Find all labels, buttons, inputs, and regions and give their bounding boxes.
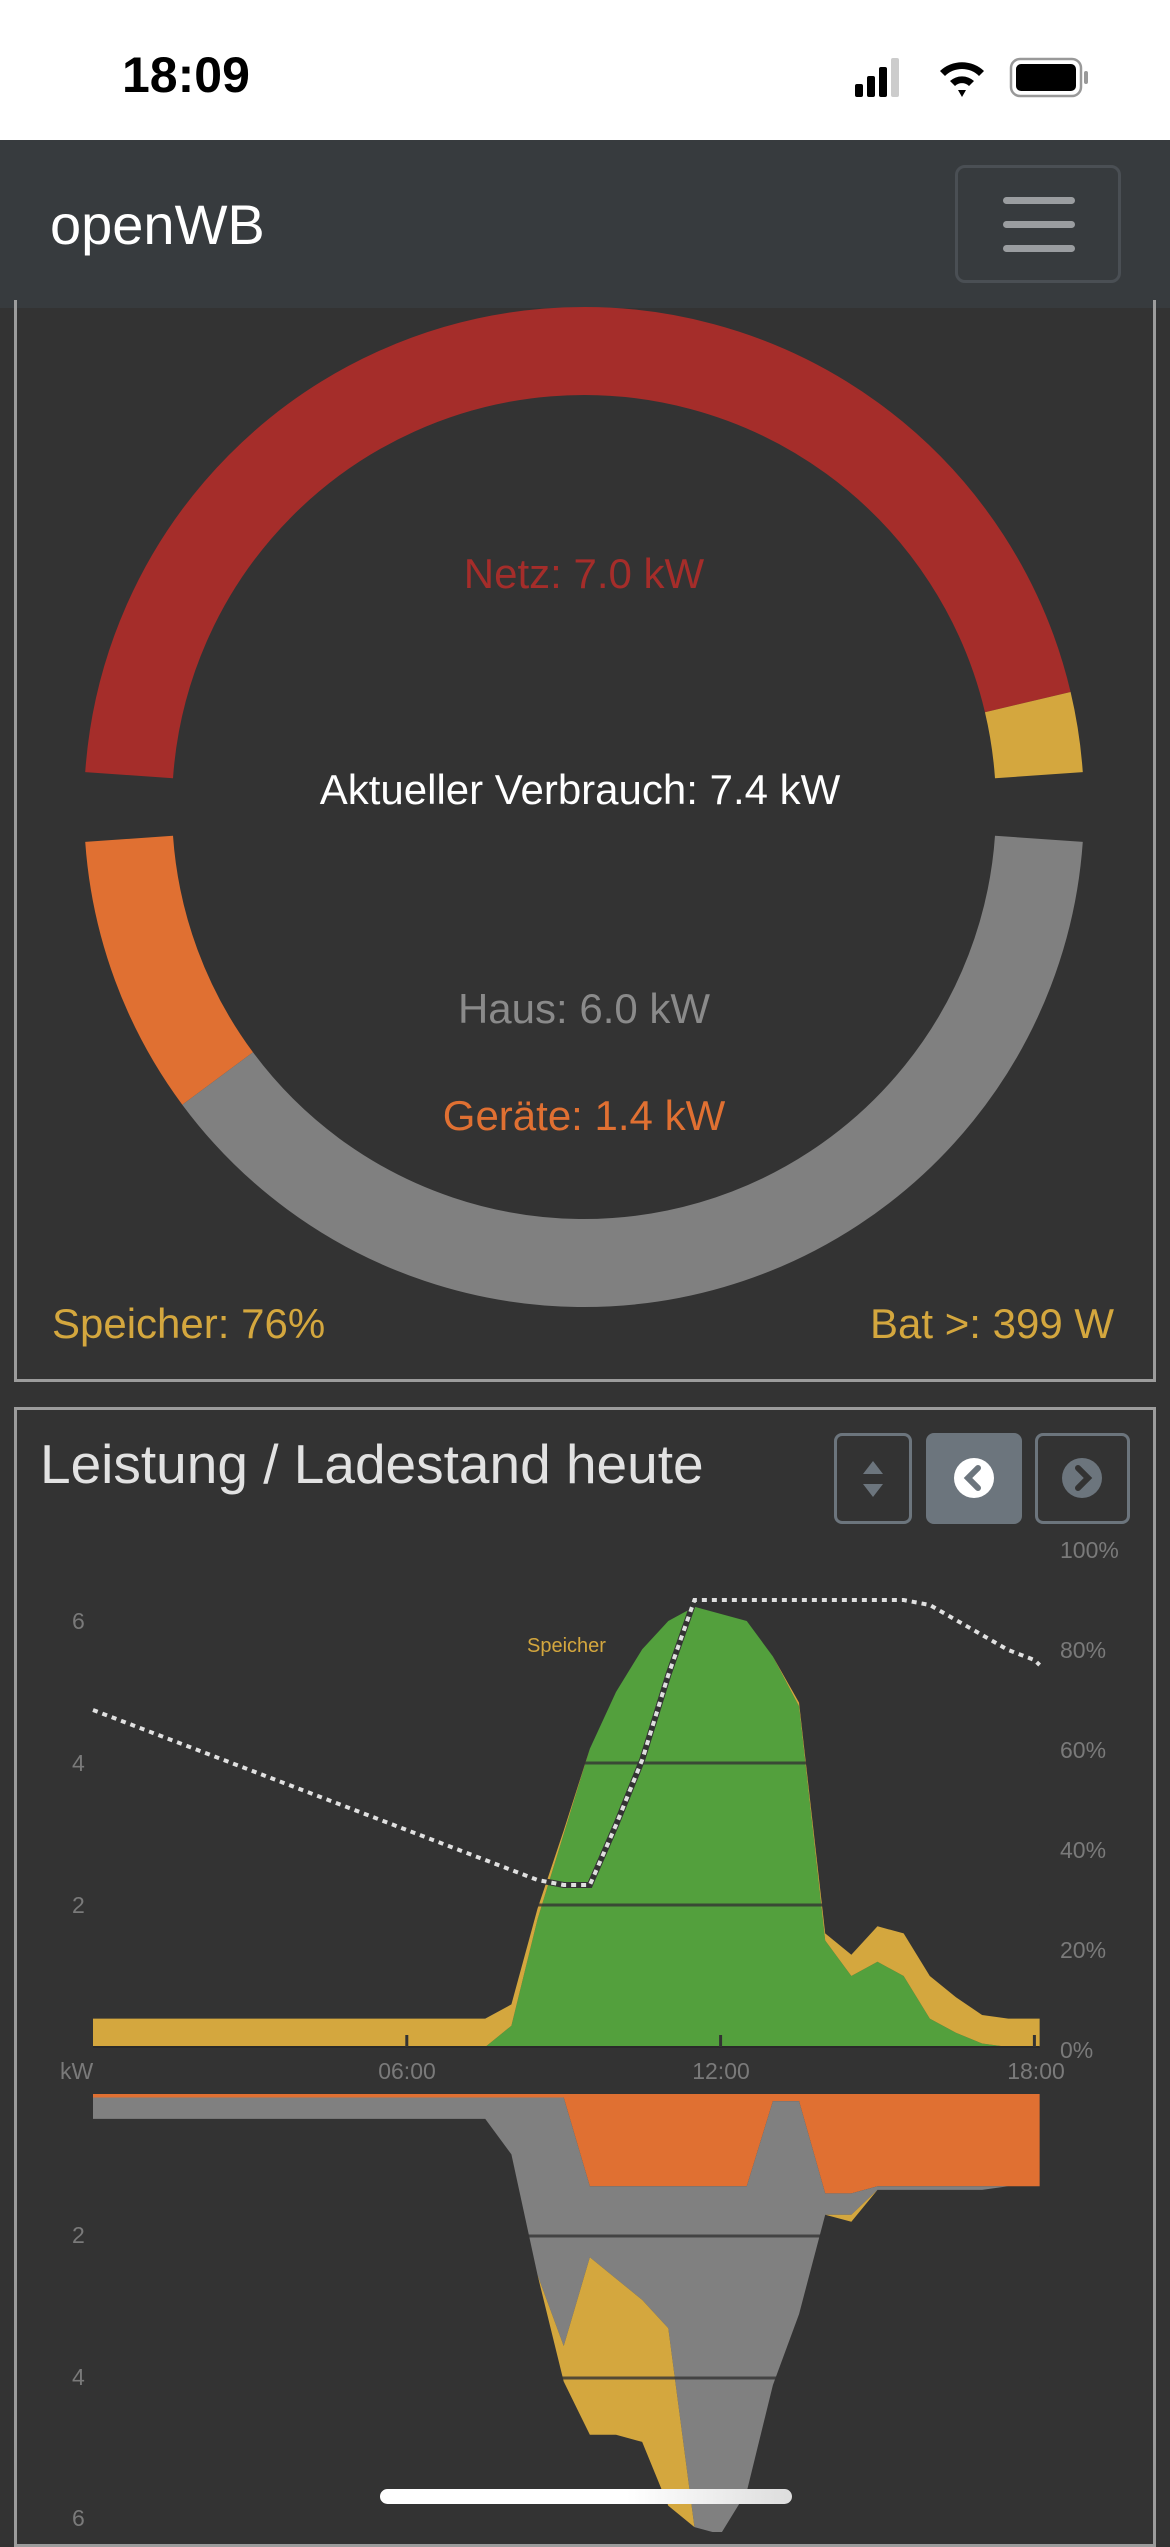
battery-icon	[1009, 57, 1088, 98]
y-tick-right: 0%	[1060, 2037, 1094, 2063]
y-tick-right: 40%	[1060, 1837, 1107, 1863]
battery-power-label: Bat >: 399 W	[870, 1300, 1114, 1347]
battery-arc	[984, 691, 1083, 779]
chart-title: Leistung / Ladestand heute	[40, 1433, 704, 1495]
chevron-circle-left-icon	[954, 1458, 994, 1498]
status-bar: 18:09	[0, 0, 1170, 140]
sort-up-down-icon	[863, 1461, 883, 1497]
toggle-view-button[interactable]	[834, 1433, 912, 1524]
bottom-series-area-0	[93, 2094, 1040, 2194]
y-tick-right: 100%	[1060, 1537, 1119, 1563]
grid-power-label: Netz: 7.0 kW	[463, 550, 705, 597]
x-tick: 12:00	[692, 2058, 750, 2084]
menu-toggle-button[interactable]	[955, 165, 1121, 283]
house-power-label: Haus: 6.0 kW	[457, 985, 711, 1032]
top-series-area-0	[93, 1606, 1040, 2047]
x-tick: 18:00	[1007, 2058, 1065, 2084]
power-donut	[85, 307, 1083, 1307]
y-tick-right: 80%	[1060, 1637, 1107, 1663]
wifi-icon	[940, 62, 984, 97]
storage-annotation: Speicher	[527, 1635, 606, 1657]
top-series-area-1	[93, 1606, 1040, 2047]
home-indicator[interactable]	[380, 2489, 792, 2504]
cellular-signal-icon	[855, 58, 899, 97]
y-tick-right: 60%	[1060, 1737, 1107, 1763]
grid-arc	[85, 307, 1071, 779]
bottom-series-area-1	[93, 2097, 1040, 2532]
y-axis-unit: kW	[60, 2058, 94, 2084]
history-chart	[91, 1597, 1042, 2532]
y-tick-top: 4	[72, 1750, 85, 1776]
storage-soc-label: Speicher: 76%	[52, 1300, 326, 1347]
y-tick-right: 20%	[1060, 1937, 1107, 1963]
power-overview-card	[14, 300, 1156, 1382]
brand-logo[interactable]: openWB	[50, 193, 265, 256]
chevron-circle-right-icon	[1062, 1458, 1102, 1498]
previous-day-button[interactable]	[926, 1433, 1022, 1524]
y-tick-bottom: 6	[72, 2505, 85, 2531]
house-arc	[182, 835, 1083, 1307]
devices-power-label: Geräte: 1.4 kW	[442, 1092, 726, 1139]
soc-line	[92, 1598, 1042, 1887]
x-tick: 06:00	[378, 2058, 436, 2084]
y-tick-top: 2	[72, 1892, 85, 1918]
consumption-label: Aktueller Verbrauch: 7.4 kW	[319, 766, 841, 813]
y-tick-bottom: 2	[72, 2222, 85, 2248]
clock: 18:09	[122, 47, 250, 103]
hamburger-menu-icon	[1003, 197, 1075, 204]
devices-arc	[85, 835, 254, 1105]
next-day-button[interactable]	[1035, 1433, 1130, 1524]
navbar: openWB	[0, 140, 1170, 308]
y-tick-top: 6	[72, 1608, 85, 1634]
status-icons	[855, 57, 1088, 98]
y-tick-bottom: 4	[72, 2364, 85, 2390]
